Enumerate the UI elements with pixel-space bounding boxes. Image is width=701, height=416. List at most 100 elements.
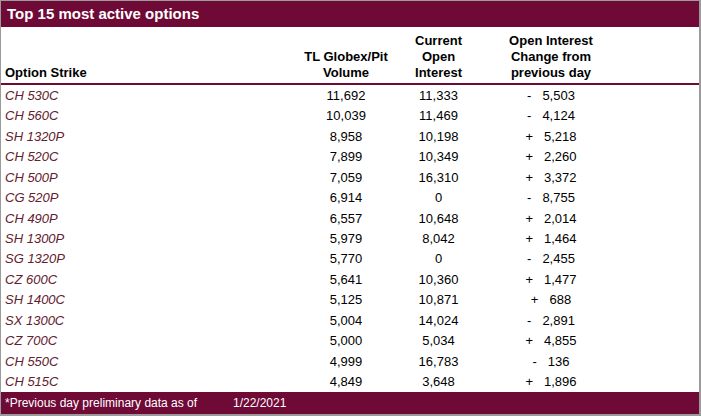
open-interest-cell: 11,333 — [401, 88, 476, 103]
change-value: 5,503 — [542, 88, 575, 103]
oi-change-cell: + 3,372 — [476, 170, 626, 185]
volume-cell: 5,979 — [291, 231, 401, 246]
change-sign: + — [525, 231, 533, 246]
header-line: Volume — [291, 65, 401, 81]
change-value: 4,124 — [542, 108, 575, 123]
open-interest-cell: 16,783 — [401, 354, 476, 369]
table-row: CH 490P 6,557 10,648 + 2,014 — [1, 208, 699, 228]
volume-cell: 5,770 — [291, 251, 401, 266]
open-interest-cell: 16,310 — [401, 170, 476, 185]
change-sign: + — [525, 170, 533, 185]
table-row: SH 1300P 5,979 8,042 + 1,464 — [1, 228, 699, 248]
table-row: SH 1400C 5,125 10,871 + 688 — [1, 290, 699, 310]
oi-change-cell: - 136 — [476, 354, 626, 369]
change-value: 1,896 — [544, 374, 577, 389]
table-row: SG 1320P 5,770 0 - 2,455 — [1, 249, 699, 269]
change-value: 2,455 — [542, 251, 575, 266]
table-row: CH 520C 7,899 10,349 + 2,260 — [1, 146, 699, 166]
open-interest-cell: 0 — [401, 251, 476, 266]
change-value: 5,218 — [544, 129, 577, 144]
column-header-volume: TL Globex/Pit Volume — [291, 49, 401, 83]
option-strike-cell: CH 530C — [1, 88, 291, 103]
option-strike-cell: CH 550C — [1, 354, 291, 369]
change-sign: - — [527, 190, 531, 205]
open-interest-cell: 10,349 — [401, 149, 476, 164]
volume-cell: 7,899 — [291, 149, 401, 164]
oi-change-cell: - 4,124 — [476, 108, 626, 123]
header-line: Interest — [401, 65, 476, 81]
header-line: Current — [401, 33, 476, 49]
footer-bar: *Previous day preliminary data as of 1/2… — [1, 392, 699, 414]
volume-cell: 4,999 — [291, 354, 401, 369]
header-line: Change from — [476, 49, 626, 65]
option-strike-cell: SH 1400C — [1, 292, 291, 307]
table-rows: CH 530C 11,692 11,333 - 5,503 CH 560C 10… — [1, 85, 699, 392]
change-value: 4,855 — [544, 333, 577, 348]
change-sign: + — [525, 272, 533, 287]
option-strike-cell: CZ 700C — [1, 333, 291, 348]
volume-cell: 11,692 — [291, 88, 401, 103]
oi-change-cell: + 1,896 — [476, 374, 626, 389]
oi-change-cell: - 8,755 — [476, 190, 626, 205]
table-row: CZ 700C 5,000 5,034 + 4,855 — [1, 331, 699, 351]
oi-change-cell: + 2,014 — [476, 211, 626, 226]
footer-date: 1/22/2021 — [233, 392, 286, 414]
open-interest-cell: 5,034 — [401, 333, 476, 348]
option-strike-cell: CH 515C — [1, 374, 291, 389]
oi-change-cell: + 4,855 — [476, 333, 626, 348]
option-strike-cell: SG 1320P — [1, 251, 291, 266]
volume-cell: 5,004 — [291, 313, 401, 328]
change-sign: + — [525, 211, 533, 226]
header-line: Option Strike — [5, 65, 291, 81]
volume-cell: 5,000 — [291, 333, 401, 348]
oi-change-cell: - 2,891 — [476, 313, 626, 328]
volume-cell: 6,557 — [291, 211, 401, 226]
report-title: Top 15 most active options — [1, 1, 699, 27]
change-sign: - — [527, 88, 531, 103]
open-interest-cell: 10,198 — [401, 129, 476, 144]
option-strike-cell: CH 560C — [1, 108, 291, 123]
oi-change-cell: - 2,455 — [476, 251, 626, 266]
oi-change-cell: + 1,477 — [476, 272, 626, 287]
open-interest-cell: 10,648 — [401, 211, 476, 226]
oi-change-cell: - 5,503 — [476, 88, 626, 103]
change-value: 3,372 — [544, 170, 577, 185]
change-value: 136 — [548, 354, 570, 369]
change-value: 8,755 — [542, 190, 575, 205]
change-sign: + — [525, 129, 533, 144]
header-line: TL Globex/Pit — [291, 49, 401, 65]
table-row: SX 1300C 5,004 14,024 - 2,891 — [1, 310, 699, 330]
option-strike-cell: SH 1320P — [1, 129, 291, 144]
volume-cell: 4,849 — [291, 374, 401, 389]
option-strike-cell: SX 1300C — [1, 313, 291, 328]
oi-change-cell: + 5,218 — [476, 129, 626, 144]
column-header-option-strike: Option Strike — [1, 65, 291, 83]
open-interest-cell: 3,648 — [401, 374, 476, 389]
table-row: CH 500P 7,059 16,310 + 3,372 — [1, 167, 699, 187]
change-sign: - — [527, 251, 531, 266]
column-header-oi-change: Open Interest Change from previous day — [476, 33, 626, 83]
change-sign: - — [532, 354, 536, 369]
volume-cell: 5,641 — [291, 272, 401, 287]
change-value: 2,891 — [542, 313, 575, 328]
option-strike-cell: SH 1300P — [1, 231, 291, 246]
option-strike-cell: CH 500P — [1, 170, 291, 185]
option-strike-cell: CH 490P — [1, 211, 291, 226]
volume-cell: 7,059 — [291, 170, 401, 185]
option-strike-cell: CH 520C — [1, 149, 291, 164]
volume-cell: 8,958 — [291, 129, 401, 144]
table-row: CH 530C 11,692 11,333 - 5,503 — [1, 85, 699, 105]
oi-change-cell: + 2,260 — [476, 149, 626, 164]
table-row: CZ 600C 5,641 10,360 + 1,477 — [1, 269, 699, 289]
column-header-open-interest: Current Open Interest — [401, 33, 476, 83]
header-line: Open — [401, 49, 476, 65]
open-interest-cell: 10,360 — [401, 272, 476, 287]
open-interest-cell: 8,042 — [401, 231, 476, 246]
change-sign: - — [527, 313, 531, 328]
open-interest-cell: 0 — [401, 190, 476, 205]
header-line: previous day — [476, 65, 626, 81]
table-row: CG 520P 6,914 0 - 8,755 — [1, 187, 699, 207]
change-value: 688 — [549, 292, 571, 307]
table-row: CH 560C 10,039 11,469 - 4,124 — [1, 105, 699, 125]
footer-note: *Previous day preliminary data as of — [1, 396, 197, 410]
